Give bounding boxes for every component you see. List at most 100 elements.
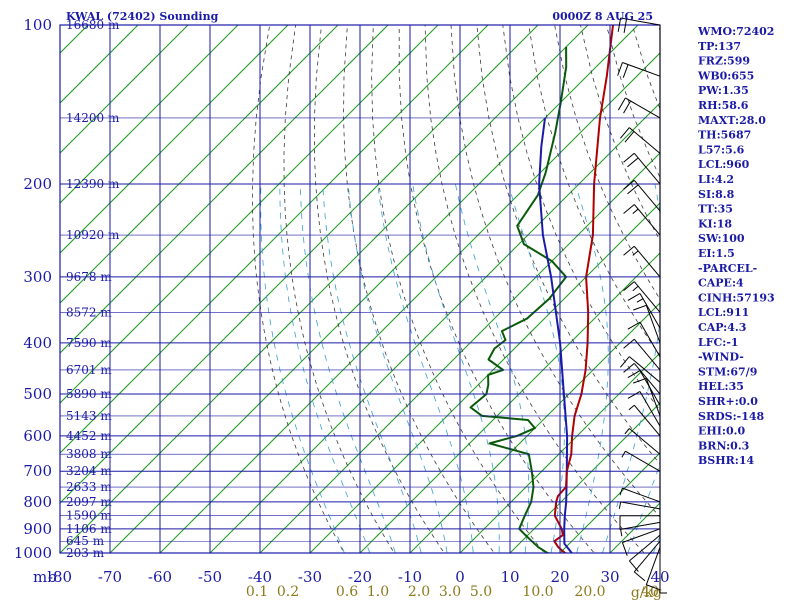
wind-barb-flag (632, 285, 639, 292)
moist-adiabat-line (299, 183, 396, 553)
mixing-ratio-label: 5.0 (470, 584, 492, 600)
wind-barb-flag (622, 64, 629, 78)
isotherm-line (459, 352, 660, 553)
index-item: SI:8.8 (698, 188, 735, 201)
temperature-tick-label: -50 (198, 568, 222, 586)
wind-barb (632, 304, 661, 344)
pressure-tick-label: 1000 (14, 544, 52, 562)
index-item: SRDS:-148 (698, 410, 765, 423)
index-item: TH:5687 (698, 129, 751, 142)
wind-barb-flag (623, 245, 635, 256)
moist-adiabat-line (508, 183, 565, 553)
wind-barb-staff (633, 179, 661, 212)
index-item: LCL:911 (698, 306, 749, 319)
wind-barbs (617, 17, 667, 594)
wind-barb (618, 501, 661, 510)
wind-barb-flag (617, 17, 622, 32)
temperature-tick-label: -30 (298, 568, 322, 586)
index-item: LFC:-1 (698, 336, 739, 349)
pressure-tick-label: 500 (23, 385, 52, 403)
wind-barb-staff (629, 356, 661, 383)
wind-barb-staff (633, 204, 661, 236)
wind-barb-flag (628, 404, 635, 411)
temperature-tick-label: 30 (600, 568, 619, 586)
wind-barb-flag (627, 391, 641, 399)
moist-adiabat-line (574, 183, 609, 553)
index-item: CAP:4.3 (698, 321, 746, 334)
wind-barb (659, 553, 667, 594)
index-item: STM:67/9 (698, 365, 757, 378)
wind-barb-staff (620, 521, 661, 530)
wind-barb (620, 521, 661, 537)
wind-barb-flag (620, 529, 623, 537)
wind-barb-flag (633, 571, 646, 582)
dewpoint-curve (469, 46, 568, 553)
wind-barb (645, 547, 661, 591)
wind-barb-flag (627, 157, 639, 168)
wind-barb (623, 204, 661, 236)
moist-adiabat-line (347, 183, 448, 553)
moist-adiabat-line (601, 183, 660, 553)
wind-barb-staff (633, 281, 661, 313)
wind-barb (623, 363, 661, 395)
mixing-ratio-label: 3.0 (439, 584, 461, 600)
index-item: LI:4.2 (698, 173, 734, 186)
isotherm-line (60, 25, 389, 354)
wind-barb-flag (623, 152, 635, 163)
height-label: 9678 m (66, 270, 112, 284)
isotherm-line (60, 25, 489, 454)
height-label: 7590 m (66, 336, 112, 350)
wind-barb-flag (623, 100, 631, 114)
wind-barb-flag (632, 208, 639, 214)
wind-barb-flag (627, 293, 641, 301)
wind-barb-flag (623, 179, 635, 190)
moist-adiabat-line (260, 183, 345, 553)
height-label: 3808 m (66, 447, 112, 461)
wind-barb-staff (639, 321, 661, 358)
wind-barb-staff (620, 17, 661, 26)
wind-barb-flag (617, 62, 623, 76)
mixing-ratio-label: 0.2 (277, 584, 299, 600)
isotherm-line (109, 25, 639, 553)
pressure-tick-label: 700 (23, 462, 52, 480)
wind-barb-flag (636, 298, 644, 303)
dry-adiabat-line (314, 25, 445, 553)
index-item: HEL:35 (698, 380, 744, 393)
sounding-curves (469, 25, 614, 553)
wind-barb (627, 321, 661, 358)
wind-barb-flag (628, 560, 639, 572)
mixing-ratio-label: 20.0 (574, 584, 605, 600)
wind-barb (619, 127, 661, 154)
dry-adiabat-line (502, 25, 660, 411)
index-item: TP:137 (698, 40, 741, 53)
pressure-tick-label: 800 (23, 493, 52, 511)
height-label: 203 m (66, 546, 105, 560)
dry-adiabat-line (450, 25, 660, 518)
wind-barb-flag (621, 450, 626, 458)
mixing-ratio-unit-label: g/kg (631, 585, 662, 600)
wind-barb-staff (633, 245, 661, 278)
height-label: 1590 m (66, 509, 112, 523)
height-label: 3204 m (66, 464, 112, 478)
moist-adiabat-line (412, 183, 500, 553)
height-label: 14200 m (66, 111, 120, 125)
wind-barb (617, 97, 661, 119)
isotherm-line (259, 152, 660, 553)
wind-barb (621, 450, 661, 472)
index-item: WB0:655 (697, 69, 754, 82)
pressure-tick-label: 300 (23, 268, 52, 286)
index-item: EHI:0.0 (698, 425, 745, 438)
wind-barb-flag (646, 584, 660, 591)
wind-barb-flag (623, 338, 635, 349)
wind-barb-flag (624, 428, 630, 435)
height-label: 1106 m (66, 522, 112, 536)
pressure-unit-label: mb (33, 568, 57, 586)
isotherm-line (309, 202, 660, 553)
wind-barb-staff (629, 127, 661, 154)
wind-barb (623, 245, 661, 278)
height-label: 2633 m (66, 480, 112, 494)
index-item: -PARCEL- (698, 262, 757, 275)
index-item: CAPE:4 (698, 277, 744, 290)
temperature-tick-label: 20 (550, 568, 569, 586)
